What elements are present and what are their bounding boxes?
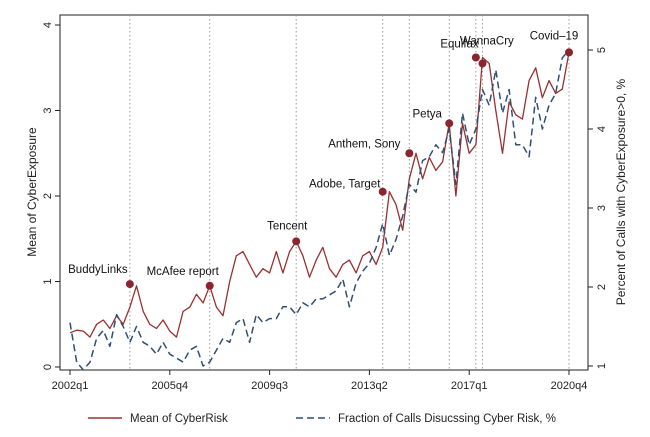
x-tick-label: 2013q2 xyxy=(351,380,388,392)
event-label: Adobe, Target xyxy=(309,179,381,191)
legend-label-mean: Mean of CyberRisk xyxy=(130,413,228,425)
y-right-tick-label: 4 xyxy=(596,126,608,132)
event-marker xyxy=(125,280,134,289)
y-right-tick-label: 5 xyxy=(596,47,608,53)
y-axis-right: 1 2 3 4 5 xyxy=(588,47,608,369)
y-left-tick-label: 2 xyxy=(42,193,54,199)
event-markers: BuddyLinks McAfee report Tencent Adobe, Tar… xyxy=(68,30,579,290)
plot-frame xyxy=(59,14,589,371)
event-marker xyxy=(292,237,301,246)
x-tick-label: 2005q4 xyxy=(151,380,188,392)
event-lines xyxy=(129,15,570,370)
event-label: McAfee report xyxy=(147,266,220,278)
event-marker xyxy=(205,281,214,290)
y-axis-left-title: Mean of CyberExposure xyxy=(25,127,39,257)
y-right-tick-label: 1 xyxy=(596,363,608,369)
y-left-tick-label: 0 xyxy=(42,364,54,370)
event-marker xyxy=(405,149,414,158)
x-tick-label: 2017q1 xyxy=(451,380,488,392)
event-label: Equifax xyxy=(440,38,479,50)
y-left-tick-label: 3 xyxy=(42,107,54,113)
event-marker xyxy=(565,48,573,57)
event-label: Petya xyxy=(413,108,443,120)
event-marker xyxy=(471,53,480,62)
event-label: WannaCry xyxy=(460,35,514,47)
event-label: Anthem, Sony xyxy=(328,138,400,150)
x-axis: 2002q1 2005q4 2009q3 2013q2 2017q1 2020q4 xyxy=(52,370,588,392)
series-line-mean xyxy=(69,52,570,338)
legend: Mean of CyberRisk Fraction of Calls Disu… xyxy=(88,413,556,425)
y-left-tick-label: 1 xyxy=(42,278,54,284)
event-marker xyxy=(378,187,387,196)
event-label: BuddyLinks xyxy=(68,264,128,276)
series-line-fraction xyxy=(69,49,570,371)
event-label: Covid–19 xyxy=(530,30,579,42)
x-tick-label: 2020q4 xyxy=(551,380,588,392)
y-right-tick-label: 2 xyxy=(596,284,608,290)
x-tick-label: 2002q1 xyxy=(52,380,89,392)
legend-label-fraction: Fraction of Calls Disucssing Cyber Risk,… xyxy=(338,413,556,425)
event-label: Tencent xyxy=(267,220,308,232)
y-left-tick-label: 4 xyxy=(42,22,54,28)
y-axis-left: 0 1 2 3 4 xyxy=(42,22,60,370)
x-tick-label: 2009q3 xyxy=(251,380,288,392)
series-layer xyxy=(69,49,570,371)
event-marker xyxy=(445,119,454,128)
y-axis-right-title: Percent of Calls with CyberExposure>0, % xyxy=(614,78,628,305)
y-right-tick-label: 3 xyxy=(596,205,608,211)
event-marker xyxy=(478,59,487,68)
